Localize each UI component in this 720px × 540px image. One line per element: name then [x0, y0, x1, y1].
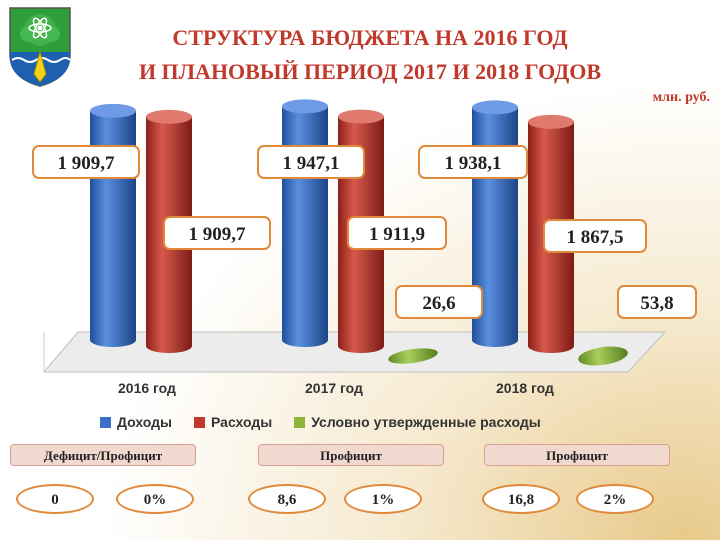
bar-conditional-2018 [578, 346, 628, 366]
units-label: млн. руб. [652, 90, 710, 105]
balance-header-2018: Профицит [484, 444, 670, 466]
balance-header-2017: Профицит [258, 444, 444, 466]
data-label-conditional-2017: 26,6 [395, 285, 483, 319]
bar-income-2017 [282, 99, 328, 348]
legend-item-expense: Расходы [194, 414, 272, 430]
data-label-conditional-2018: 53,8 [617, 285, 697, 319]
data-label-expense-2017: 1 911,9 [347, 216, 447, 250]
balance-header-2016: Дефицит/Профицит [10, 444, 196, 466]
x-tick-label-2017: 2017 год [305, 380, 363, 396]
balance-percent-2016: 0% [116, 484, 194, 514]
page-title-line2: И ПЛАНОВЫЙ ПЕРИОД 2017 И 2018 ГОДОВ [138, 59, 602, 84]
balance-amount-2018: 16,8 [482, 484, 560, 514]
legend-swatch-red [194, 416, 205, 428]
data-label-income-2018: 1 938,1 [418, 145, 528, 179]
page-title-line1: СТРУКТУРА БЮДЖЕТА НА 2016 ГОД [172, 25, 568, 50]
bar-income-2016 [90, 103, 136, 347]
balance-amount-2016: 0 [16, 484, 94, 514]
balance-percent-2017: 1% [344, 484, 422, 514]
data-label-income-2016: 1 909,7 [32, 145, 140, 179]
data-label-income-2017: 1 947,1 [257, 145, 365, 179]
coat-of-arms-icon [9, 7, 71, 87]
bar-conditional-2017 [388, 348, 438, 364]
data-label-expense-2018: 1 867,5 [543, 219, 647, 253]
balance-amount-2017: 8,6 [248, 484, 326, 514]
legend-label-income: Доходы [117, 414, 172, 430]
legend-item-conditional: Условно утвержденные расходы [294, 414, 541, 430]
legend-label-conditional: Условно утвержденные расходы [311, 414, 541, 430]
legend-swatch-green [294, 416, 306, 428]
data-label-expense-2016: 1 909,7 [163, 216, 271, 250]
legend-label-expense: Расходы [211, 414, 273, 430]
x-tick-label-2018: 2018 год [496, 380, 554, 396]
x-tick-label-2016: 2016 год [118, 380, 176, 396]
legend-swatch-blue [100, 416, 111, 428]
chart-legend: Доходы Расходы Условно утвержденные расх… [100, 414, 660, 430]
balance-percent-2018: 2% [576, 484, 654, 514]
legend-item-income: Доходы [100, 414, 172, 430]
